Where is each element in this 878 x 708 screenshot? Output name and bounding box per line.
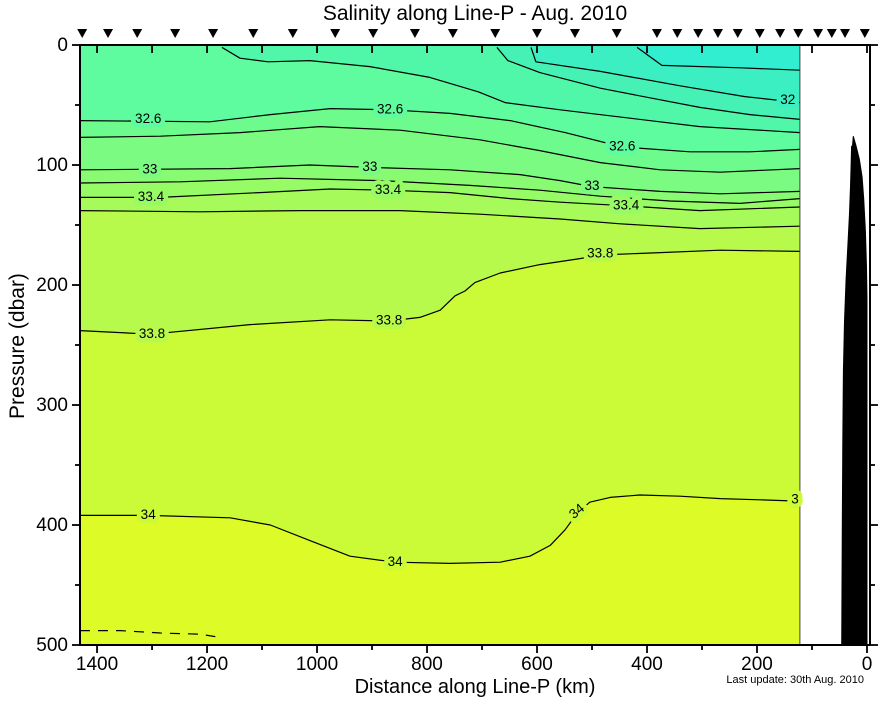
contour-label-34: 34: [388, 554, 404, 569]
station-marker: [77, 29, 88, 38]
contour-line-33: [79, 164, 800, 195]
contour-label-34: 34: [141, 507, 157, 522]
bathymetry-silhouette: [841, 136, 868, 646]
contour-label-33: 33: [362, 159, 377, 174]
station-marker: [859, 29, 870, 38]
station-marker: [672, 29, 683, 38]
station-marker: [813, 29, 824, 38]
contour-label-33.8: 33.8: [587, 245, 613, 260]
station-marker: [103, 29, 114, 38]
surface-band-above-31.8: [637, 46, 800, 71]
contour-line-32: [530, 47, 800, 104]
station-marker: [368, 29, 379, 38]
station-marker: [330, 29, 341, 38]
contour-label-33.4: 33.4: [375, 182, 402, 197]
contour-line-32.8: [79, 126, 800, 173]
station-marker: [793, 29, 804, 38]
y-tick-label: 200: [36, 275, 68, 296]
y-tick-label: 0: [57, 35, 68, 56]
contour-line-31.8: [636, 46, 800, 71]
y-tick-label: 100: [36, 155, 68, 176]
chart-title: Salinity along Line-P - Aug. 2010: [322, 2, 628, 25]
contour-line-33.2: [79, 177, 800, 204]
x-tick-label: 1000: [296, 654, 338, 675]
contour-label-33: 33: [585, 178, 600, 193]
contour-line-32.4: [221, 46, 800, 134]
contour-lines: [79, 46, 800, 638]
station-marker: [693, 29, 704, 38]
contour-line-32.2: [496, 47, 800, 120]
y-tick-label: 500: [36, 635, 68, 656]
station-marker: [409, 29, 420, 38]
station-marker: [651, 29, 662, 38]
contour-label-33.4: 33.4: [613, 197, 640, 212]
x-tick-label: 1200: [186, 654, 228, 675]
station-marker: [611, 29, 622, 38]
station-marker: [287, 29, 298, 38]
station-marker: [490, 29, 501, 38]
contour-line-34: [80, 494, 800, 564]
contour-label-33.8: 33.8: [376, 313, 402, 328]
station-marker: [732, 29, 743, 38]
contour-label-33: 33: [142, 161, 157, 176]
contour-label-32.6: 32.6: [609, 139, 635, 154]
band-below-34: [80, 495, 800, 645]
station-marker: [208, 29, 219, 38]
y-tick-label: 300: [36, 395, 68, 416]
salinity-color-bands: [80, 46, 800, 646]
x-tick-label: 0: [862, 654, 873, 675]
station-marker: [775, 29, 786, 38]
station-markers: [77, 29, 870, 38]
station-marker: [132, 29, 143, 38]
contour-label-32.6: 32.6: [377, 101, 403, 116]
station-marker: [532, 29, 543, 38]
x-tick-label: 600: [521, 654, 553, 675]
y-axis-title: Pressure (dbar): [6, 273, 29, 419]
station-marker: [248, 29, 259, 38]
station-marker: [712, 29, 723, 38]
contour-label-32: 32: [780, 92, 795, 107]
contour-line-33.4: [80, 188, 800, 212]
axis-ticks: [72, 44, 878, 653]
contour-label-33.4: 33.4: [138, 189, 165, 204]
x-tick-label: 1400: [76, 654, 118, 675]
contour-label-33.8: 33.8: [139, 326, 165, 341]
station-marker: [826, 29, 837, 38]
contour-label-32.6: 32.6: [135, 111, 161, 126]
contour-line-34.2: [80, 630, 216, 638]
contour-line-33.6: [79, 210, 800, 230]
x-axis-title: Distance along Line-P (km): [354, 676, 596, 698]
x-tick-label: 400: [631, 654, 663, 675]
station-marker: [754, 29, 765, 38]
y-tick-label: 400: [36, 515, 68, 536]
contour-label-3: 3: [791, 491, 799, 506]
contour-line-33.8: [79, 249, 800, 335]
axis-tick-labels: 1400 1200 1000 800 600 400 200 0 0 100 200 300 400 50…: [36, 35, 872, 675]
station-marker: [170, 29, 181, 38]
contour-line-32.6: [79, 108, 800, 153]
station-marker: [569, 29, 580, 38]
last-update-note: Last update: 30th Aug. 2010: [726, 674, 864, 686]
station-marker: [840, 29, 851, 38]
x-tick-label: 200: [741, 654, 773, 675]
station-marker: [447, 29, 458, 38]
x-tick-label: 800: [411, 654, 443, 675]
